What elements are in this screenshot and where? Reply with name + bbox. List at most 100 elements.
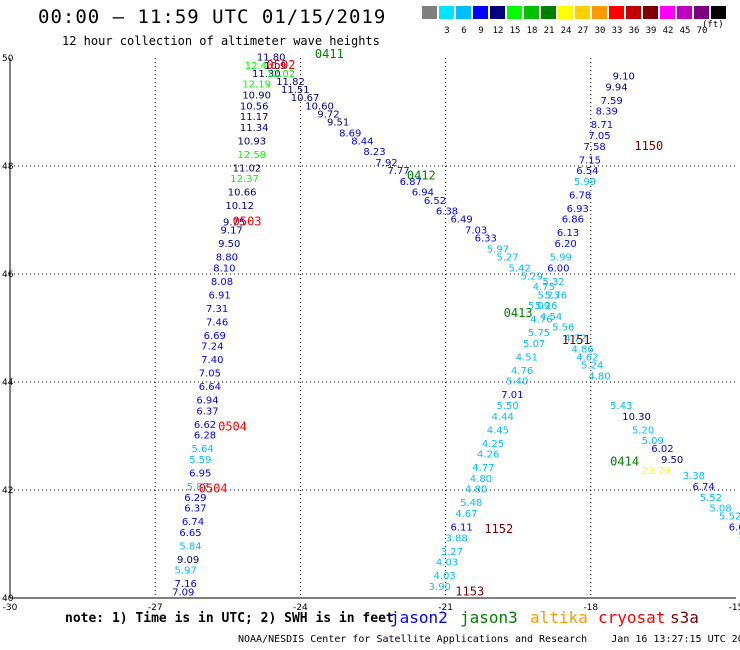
wave-height-value: 8.08 [211,277,233,288]
wave-height-value: 8.71 [591,120,613,131]
wave-height-value: 6.94 [412,188,434,199]
wave-height-value: 4.51 [516,352,538,363]
color-swatch-label: 45 [679,26,691,36]
mission-legend-jason2: jason2 [390,608,448,627]
wave-height-value: 5.99 [550,253,572,264]
pass-time-label: 0502 [267,58,296,72]
wave-height-value: 6.93 [567,204,589,215]
wave-height-value: 4.77 [472,463,494,474]
wave-height-value: 5.75 [528,328,550,339]
wave-height-value: 12.37 [230,174,259,185]
pass-time-label: 1152 [484,522,513,536]
wave-height-value: 6.13 [557,228,579,239]
wave-height-value: 6.87 [400,177,422,188]
wave-height-value: 6.28 [194,431,216,442]
wave-height-value: 6.38 [436,207,458,218]
wave-height-value: 4.62 [576,352,598,363]
wave-height-value: 7.31 [206,304,228,315]
color-swatch-label: 21 [543,26,555,36]
wave-height-value: 6.78 [569,190,591,201]
wave-height-value: 12.19 [242,80,271,91]
wave-height-value: 5.23 [538,290,560,301]
wave-height-value: 8.80 [216,253,238,264]
pass-time-labels: 0411 0502 0412 0503 0413 1151 1150 0504 0414 0504… [199,47,664,598]
pass-time-label: 1153 [455,584,484,598]
wave-height-value: 5.97 [175,566,197,577]
wave-height-value: 9.75 [223,217,245,228]
wave-height-value: 6.86 [562,215,584,226]
wave-height-value: 4.86 [571,344,593,355]
color-scale-unit: (ft) [702,20,724,30]
color-swatch [643,6,658,19]
wave-height-value: 4.72 [564,334,586,345]
x-tick-label: -15 [729,603,740,613]
wave-height-value: 10.66 [228,188,257,199]
wave-height-value: 6.11 [450,523,472,534]
wave-height-value: 7.24 [201,342,223,353]
wave-height-value: 11.82 [276,77,305,88]
wave-height-value: 9.09 [177,555,199,566]
wave-height-value: 5.56 [552,323,574,334]
wave-height-value: 4.76 [511,366,533,377]
pass-time-label: 1151 [562,333,591,347]
pass-time-label: 0504 [199,482,228,496]
axes [9,58,736,599]
wave-height-value: 6.37 [196,406,218,417]
wave-height-value: 9.50 [661,455,683,466]
wave-height-value: 3.90 [429,582,451,593]
y-tick-label: 42 [2,486,13,496]
pass-time-label: 0411 [315,47,344,61]
wave-height-value: 5.29 [521,271,543,282]
wave-height-value: 7.77 [388,166,410,177]
wave-height-value: 5.09 [528,301,550,312]
wave-height-value: 5.43 [610,401,632,412]
mission-legend-jason3: jason3 [460,608,518,627]
wave-height-value: 6.54 [576,166,598,177]
wave-height-value: 9.94 [605,82,627,93]
wave-height-value: 5.32 [542,277,564,288]
wave-height-value: 12.4 [245,61,267,72]
wave-height-value: 3.38 [683,471,705,482]
wave-height-value: 5.59 [189,455,211,466]
color-swatch [609,6,624,19]
wave-height-value: 6.74 [692,482,714,493]
color-swatch [541,6,556,19]
color-swatch [592,6,607,19]
wave-height-value: 5.52 [719,512,740,523]
color-swatch [575,6,590,19]
wave-height-value: 5.08 [709,504,731,515]
y-tick-label: 50 [2,54,14,64]
wave-height-value: 4.25 [482,439,504,450]
wave-height-value: 6.02 [651,444,673,455]
wave-height-value: 10.9 [264,61,286,72]
mission-legend-cryosat: cryosat [598,608,666,627]
wave-height-value: 7.05 [588,131,610,142]
wave-height-value: 8.10 [213,263,235,274]
wave-height-value: 10.30 [622,412,651,423]
wave-height-value: 6.64 [199,382,221,393]
wave-height-value: 4.03 [436,558,458,569]
color-swatch-label: 27 [577,26,589,36]
wave-height-value: 4.26 [477,450,499,461]
color-swatch-label: 30 [594,26,606,36]
pass-time-label: 1150 [634,139,663,153]
wave-height-value: 11.17 [240,112,269,123]
color-swatch [490,6,505,19]
wave-height-value: 9.10 [613,72,635,83]
color-swatch-label: 3 [444,26,450,36]
wave-height-value: 11.30 [252,69,281,80]
wave-height-value: 4.80 [465,485,487,496]
wave-height-value: 7.09 [172,587,194,598]
wave-height-value: 5.20 [632,425,654,436]
wave-height-value: 11.02 [233,163,262,174]
wave-height-value: 9.51 [327,118,349,129]
color-swatch-label: 70 [696,26,708,36]
wave-height-value: 6.74 [182,517,204,528]
wave-height-value: 5.42 [509,263,531,274]
series-s3a: 9.109.947.598.398.717.057.587.156.545.99… [429,72,635,593]
x-tick-label: -18 [583,603,598,613]
color-swatch [677,6,692,19]
color-swatch [507,6,522,19]
